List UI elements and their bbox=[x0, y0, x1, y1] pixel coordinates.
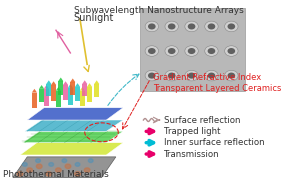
Polygon shape bbox=[32, 89, 37, 93]
Polygon shape bbox=[94, 80, 99, 84]
Circle shape bbox=[49, 163, 54, 166]
Polygon shape bbox=[75, 83, 80, 87]
Bar bbox=[80, 91, 85, 106]
Text: Surface reflection: Surface reflection bbox=[164, 115, 240, 125]
Circle shape bbox=[168, 48, 175, 54]
Circle shape bbox=[208, 73, 215, 79]
Circle shape bbox=[145, 21, 158, 32]
Bar bbox=[94, 84, 99, 97]
Polygon shape bbox=[70, 78, 75, 82]
Polygon shape bbox=[25, 120, 123, 131]
Circle shape bbox=[188, 48, 195, 54]
Circle shape bbox=[205, 70, 218, 81]
Circle shape bbox=[205, 21, 218, 32]
Text: Subwavelength Nanostructure Arrays: Subwavelength Nanostructure Arrays bbox=[74, 6, 244, 15]
Bar bbox=[87, 87, 92, 102]
Circle shape bbox=[27, 168, 33, 172]
Bar bbox=[44, 89, 49, 106]
Circle shape bbox=[168, 73, 175, 79]
Bar bbox=[63, 85, 68, 100]
Bar bbox=[39, 89, 44, 102]
Polygon shape bbox=[22, 131, 123, 143]
Polygon shape bbox=[80, 87, 85, 91]
Bar bbox=[56, 91, 61, 107]
Circle shape bbox=[205, 46, 218, 56]
Circle shape bbox=[188, 23, 195, 29]
Polygon shape bbox=[39, 85, 44, 89]
Polygon shape bbox=[20, 143, 123, 155]
Text: Transmission: Transmission bbox=[164, 149, 219, 159]
Circle shape bbox=[168, 23, 175, 29]
Circle shape bbox=[208, 23, 215, 29]
Bar bbox=[70, 82, 75, 95]
Circle shape bbox=[148, 48, 156, 54]
Polygon shape bbox=[51, 81, 56, 85]
Circle shape bbox=[225, 21, 238, 32]
Bar bbox=[51, 85, 56, 101]
Bar bbox=[32, 93, 37, 108]
Circle shape bbox=[165, 46, 178, 56]
Circle shape bbox=[145, 46, 158, 56]
Circle shape bbox=[225, 46, 238, 56]
Circle shape bbox=[185, 46, 198, 56]
Circle shape bbox=[46, 172, 52, 176]
Circle shape bbox=[165, 70, 178, 81]
Polygon shape bbox=[82, 80, 87, 84]
Circle shape bbox=[36, 159, 40, 163]
Bar bbox=[75, 87, 80, 101]
Circle shape bbox=[165, 21, 178, 32]
Circle shape bbox=[62, 159, 67, 163]
Text: Gradient Refractive Index
Transparent Layered Ceramics: Gradient Refractive Index Transparent La… bbox=[153, 73, 281, 93]
Bar bbox=[46, 84, 52, 96]
Circle shape bbox=[84, 168, 90, 172]
Circle shape bbox=[56, 168, 61, 172]
Polygon shape bbox=[44, 85, 49, 89]
Circle shape bbox=[148, 23, 156, 29]
Circle shape bbox=[228, 48, 235, 54]
Polygon shape bbox=[58, 77, 63, 81]
Circle shape bbox=[65, 164, 71, 169]
Circle shape bbox=[22, 163, 27, 166]
Circle shape bbox=[188, 73, 195, 79]
Bar bbox=[140, 8, 245, 91]
Circle shape bbox=[75, 163, 80, 166]
Circle shape bbox=[17, 172, 23, 176]
Circle shape bbox=[228, 73, 235, 79]
Text: Sunlight: Sunlight bbox=[73, 13, 113, 23]
Circle shape bbox=[208, 48, 215, 54]
Circle shape bbox=[145, 70, 158, 81]
Circle shape bbox=[228, 23, 235, 29]
Circle shape bbox=[36, 164, 42, 169]
Polygon shape bbox=[68, 84, 73, 88]
Circle shape bbox=[185, 70, 198, 81]
Bar bbox=[58, 81, 63, 95]
Circle shape bbox=[225, 70, 238, 81]
Bar bbox=[82, 84, 87, 96]
Polygon shape bbox=[63, 81, 68, 85]
Circle shape bbox=[148, 73, 156, 79]
Circle shape bbox=[185, 21, 198, 32]
Bar bbox=[68, 88, 73, 105]
Polygon shape bbox=[87, 83, 92, 87]
Text: Inner surface reflection: Inner surface reflection bbox=[164, 138, 264, 147]
Polygon shape bbox=[56, 87, 61, 91]
Polygon shape bbox=[13, 157, 116, 178]
Polygon shape bbox=[27, 108, 123, 120]
Circle shape bbox=[75, 172, 80, 176]
Text: Photothermal Materials: Photothermal Materials bbox=[3, 170, 109, 179]
Text: Trapped light: Trapped light bbox=[164, 127, 220, 136]
Circle shape bbox=[88, 159, 93, 163]
Polygon shape bbox=[46, 80, 52, 84]
